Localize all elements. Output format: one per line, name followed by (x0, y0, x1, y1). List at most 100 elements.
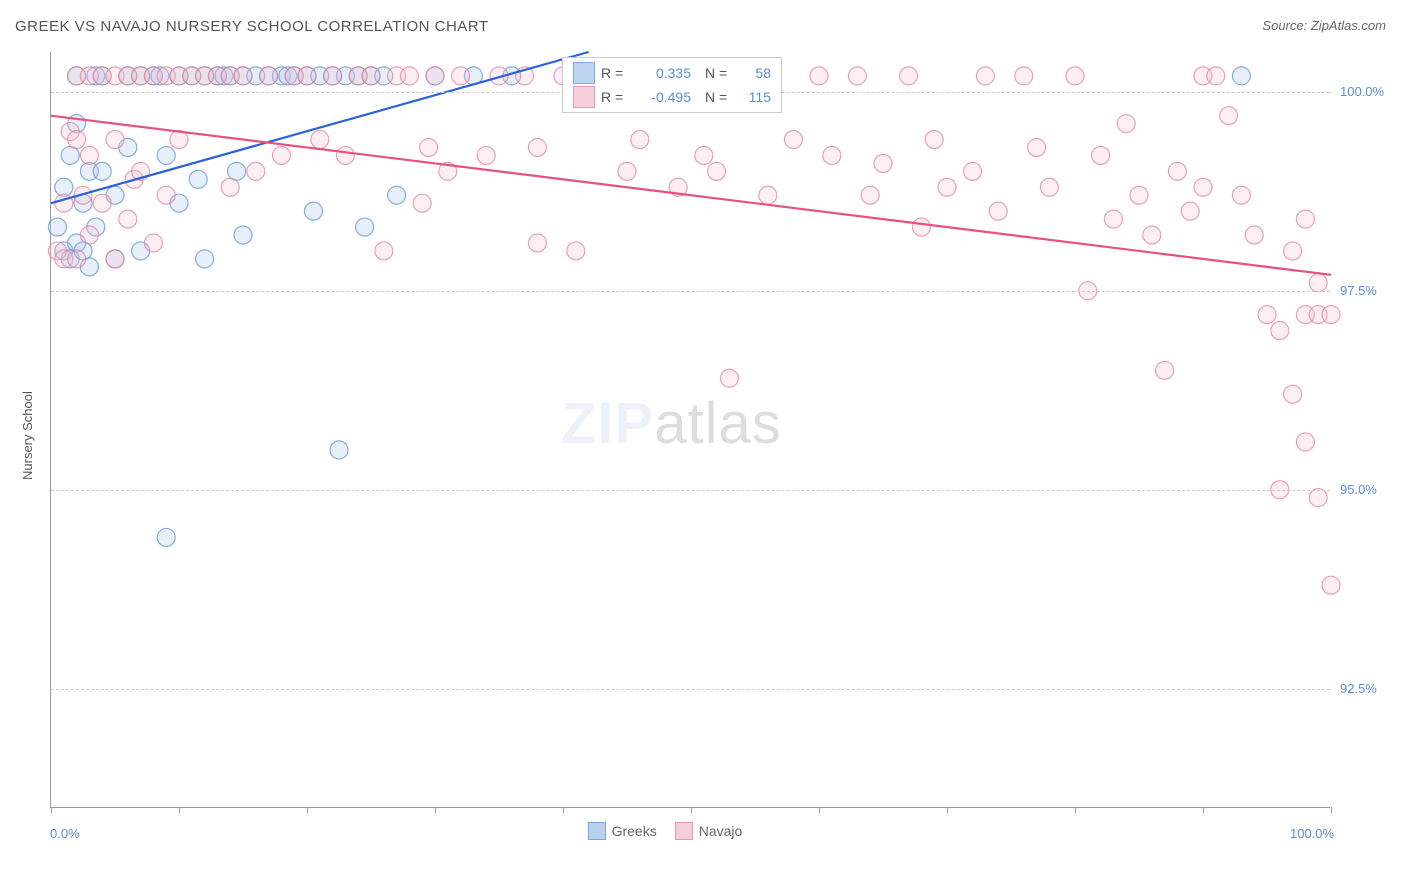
x-tick-mark (563, 807, 564, 813)
data-point (1232, 67, 1250, 85)
data-point (55, 178, 73, 196)
n-value: 58 (739, 65, 771, 81)
data-point (1066, 67, 1084, 85)
legend-row: R =-0.495N =115 (573, 86, 771, 108)
data-point (1258, 306, 1276, 324)
data-point (938, 178, 956, 196)
data-point (375, 242, 393, 260)
data-point (1104, 210, 1122, 228)
data-point (1117, 115, 1135, 133)
data-point (80, 226, 98, 244)
data-point (1271, 322, 1289, 340)
legend-item: Greeks (588, 822, 657, 840)
data-point (119, 210, 137, 228)
data-point (1309, 274, 1327, 292)
data-point (330, 441, 348, 459)
data-point (1284, 242, 1302, 260)
data-point (68, 131, 86, 149)
data-point (157, 186, 175, 204)
data-point (362, 67, 380, 85)
grid-line (51, 490, 1330, 491)
data-point (477, 146, 495, 164)
data-point (260, 67, 278, 85)
data-point (61, 146, 79, 164)
legend-swatch (573, 62, 595, 84)
y-tick-label: 95.0% (1340, 482, 1377, 497)
plot-area: ZIPatlas (50, 52, 1330, 808)
n-label: N = (705, 89, 733, 105)
data-point (324, 67, 342, 85)
data-point (228, 162, 246, 180)
data-point (784, 131, 802, 149)
data-point (1207, 67, 1225, 85)
data-point (311, 131, 329, 149)
data-point (157, 146, 175, 164)
x-tick-mark (1075, 807, 1076, 813)
legend-label: Greeks (612, 823, 657, 839)
data-point (68, 250, 86, 268)
chart-title: GREEK VS NAVAJO NURSERY SCHOOL CORRELATI… (15, 18, 489, 35)
x-tick-mark (1331, 807, 1332, 813)
data-point (196, 250, 214, 268)
legend-label: Navajo (699, 823, 743, 839)
data-point (420, 138, 438, 156)
x-tick-mark (307, 807, 308, 813)
data-point (356, 218, 374, 236)
y-tick-label: 92.5% (1340, 681, 1377, 696)
x-tick-mark (819, 807, 820, 813)
data-point (925, 131, 943, 149)
data-point (618, 162, 636, 180)
x-tick-mark (435, 807, 436, 813)
data-point (336, 146, 354, 164)
data-point (848, 67, 866, 85)
data-point (80, 146, 98, 164)
data-point (695, 146, 713, 164)
r-value: -0.495 (635, 89, 691, 105)
x-tick-mark (1203, 807, 1204, 813)
data-point (144, 234, 162, 252)
data-point (413, 194, 431, 212)
x-tick-mark (179, 807, 180, 813)
data-point (1040, 178, 1058, 196)
source-value: ZipAtlas.com (1311, 18, 1386, 33)
data-point (221, 178, 239, 196)
data-point (106, 250, 124, 268)
data-point (976, 67, 994, 85)
data-point (1284, 385, 1302, 403)
data-point (93, 194, 111, 212)
data-point (1028, 138, 1046, 156)
data-point (298, 67, 316, 85)
x-tick-label: 0.0% (50, 826, 80, 841)
data-point (1322, 576, 1340, 594)
data-point (1309, 489, 1327, 507)
data-point (964, 162, 982, 180)
x-tick-mark (947, 807, 948, 813)
y-axis-label: Nursery School (20, 391, 35, 480)
data-point (1296, 433, 1314, 451)
data-point (567, 242, 585, 260)
r-label: R = (601, 89, 629, 105)
data-point (1015, 67, 1033, 85)
x-tick-label: 100.0% (1290, 826, 1334, 841)
data-point (528, 138, 546, 156)
data-point (247, 162, 265, 180)
y-tick-label: 97.5% (1340, 283, 1377, 298)
scatter-chart-svg (51, 52, 1331, 808)
data-point (48, 218, 66, 236)
x-tick-mark (51, 807, 52, 813)
n-label: N = (705, 65, 733, 81)
data-point (912, 218, 930, 236)
data-point (189, 170, 207, 188)
data-point (426, 67, 444, 85)
series-legend: Greeks Navajo (588, 822, 743, 840)
data-point (400, 67, 418, 85)
data-point (234, 67, 252, 85)
data-point (1168, 162, 1186, 180)
legend-swatch (675, 822, 693, 840)
legend-swatch (573, 86, 595, 108)
data-point (452, 67, 470, 85)
legend-swatch (588, 822, 606, 840)
data-point (900, 67, 918, 85)
grid-line (51, 291, 1330, 292)
data-point (1322, 306, 1340, 324)
